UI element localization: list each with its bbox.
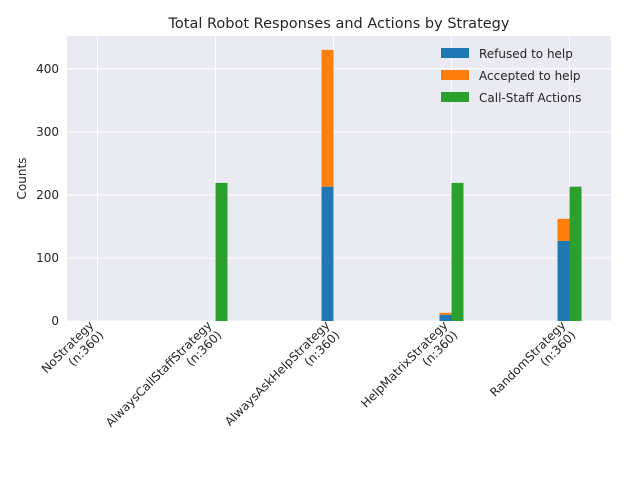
legend-swatch [441, 92, 469, 102]
bar-accepted-to-help [321, 49, 334, 187]
y-tick-label: 0 [51, 314, 59, 328]
y-axis-label: Counts [15, 158, 29, 200]
legend-label: Refused to help [479, 47, 573, 61]
bar-call-staff-actions [569, 186, 582, 321]
chart-title: Total Robot Responses and Actions by Str… [168, 16, 510, 32]
bar-refused-to-help [557, 240, 570, 321]
bar-refused-to-help [439, 314, 452, 321]
legend-label: Call-Staff Actions [479, 91, 581, 105]
bar-call-staff-actions [451, 182, 464, 321]
y-tick-label: 100 [36, 251, 59, 265]
bars [215, 49, 582, 321]
plot-area [67, 36, 611, 321]
bar-call-staff-actions [215, 182, 228, 321]
y-tick-label: 200 [36, 188, 59, 202]
bar-refused-to-help [321, 186, 334, 321]
legend-swatch [441, 70, 469, 80]
bar-accepted-to-help [557, 218, 570, 241]
legend-swatch [441, 48, 469, 58]
y-tick-label: 400 [36, 62, 59, 76]
legend-label: Accepted to help [479, 69, 581, 83]
y-tick-label: 300 [36, 125, 59, 139]
legend: Refused to help Accepted to help Call-Staf… [441, 47, 581, 105]
bar-accepted-to-help [439, 312, 452, 315]
y-tick-labels: 0 100 200 300 400 [36, 62, 59, 328]
